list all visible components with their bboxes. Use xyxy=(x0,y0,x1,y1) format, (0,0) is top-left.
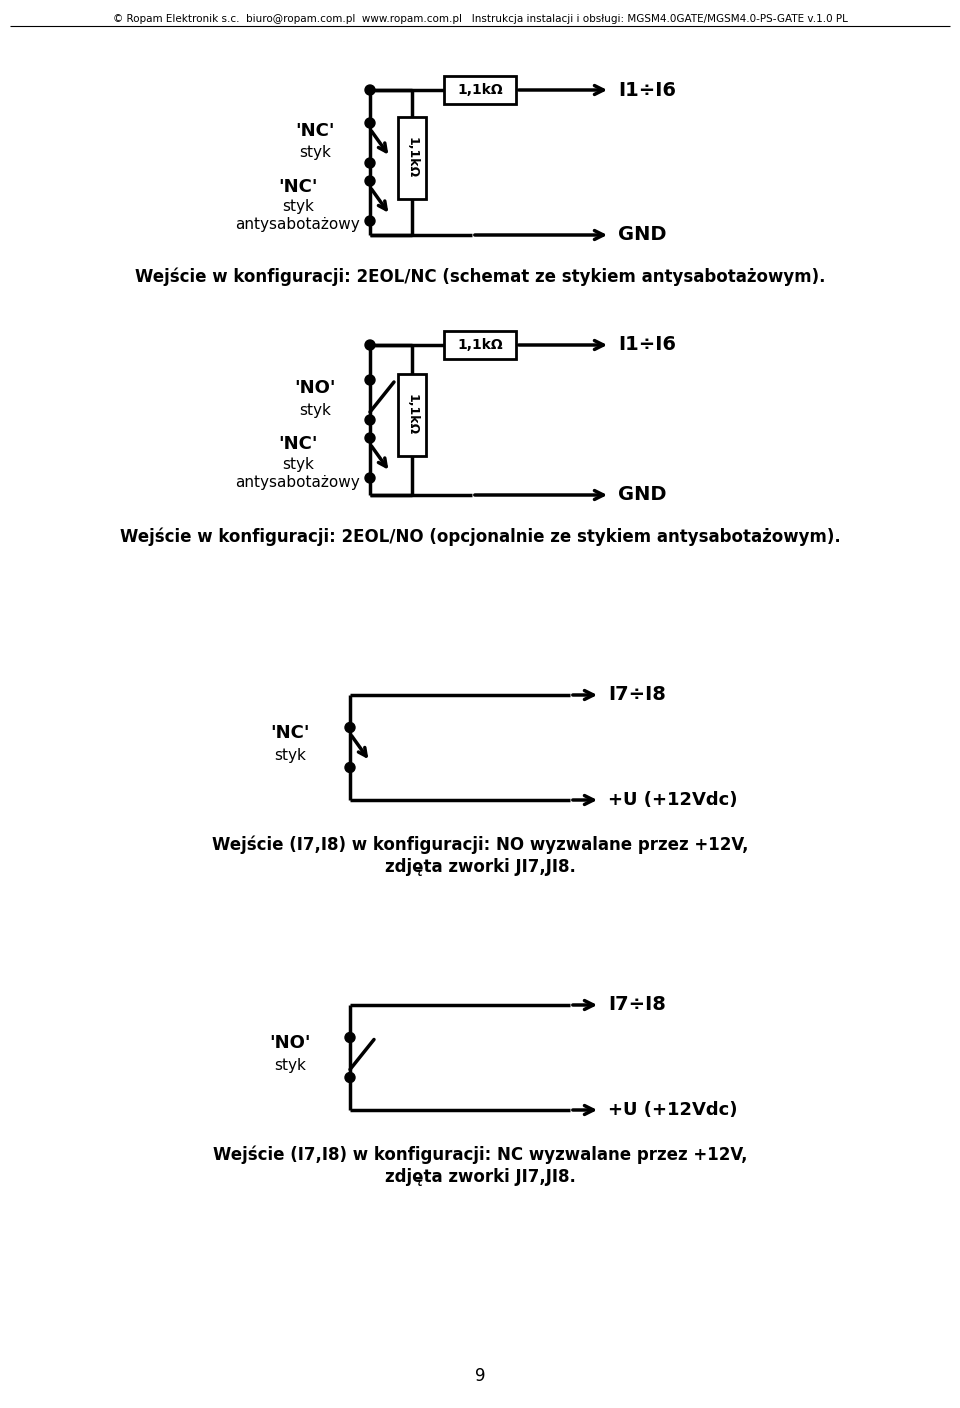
Text: © Ropam Elektronik s.c.  biuro@ropam.com.pl  www.ropam.com.pl   Instrukcja insta: © Ropam Elektronik s.c. biuro@ropam.com.… xyxy=(112,14,848,24)
Circle shape xyxy=(365,375,375,384)
Circle shape xyxy=(365,339,375,351)
Text: styk: styk xyxy=(282,456,314,472)
Circle shape xyxy=(365,176,375,186)
Text: 1,1kΩ: 1,1kΩ xyxy=(457,83,503,97)
Text: I1÷I6: I1÷I6 xyxy=(618,80,676,100)
Circle shape xyxy=(345,763,355,773)
Circle shape xyxy=(365,215,375,227)
Text: Wejście (I7,I8) w konfiguracji: NC wyzwalane przez +12V,: Wejście (I7,I8) w konfiguracji: NC wyzwa… xyxy=(213,1146,747,1164)
Text: GND: GND xyxy=(618,225,666,245)
Text: 1,1kΩ: 1,1kΩ xyxy=(405,137,419,177)
Text: 'NC': 'NC' xyxy=(278,435,318,453)
Text: I1÷I6: I1÷I6 xyxy=(618,335,676,355)
Text: 1,1kΩ: 1,1kΩ xyxy=(457,338,503,352)
Text: I7÷I8: I7÷I8 xyxy=(608,686,666,704)
Text: 'NC': 'NC' xyxy=(296,122,335,139)
Text: 'NC': 'NC' xyxy=(278,177,318,196)
Text: +U (+12Vdc): +U (+12Vdc) xyxy=(608,791,737,810)
Circle shape xyxy=(365,415,375,425)
Text: Wejście w konfiguracji: 2EOL/NC (schemat ze stykiem antysabotażowym).: Wejście w konfiguracji: 2EOL/NC (schemat… xyxy=(134,268,826,286)
Text: styk: styk xyxy=(282,200,314,214)
Text: 1,1kΩ: 1,1kΩ xyxy=(405,394,419,435)
Text: 'NO': 'NO' xyxy=(269,1035,311,1053)
Text: I7÷I8: I7÷I8 xyxy=(608,995,666,1015)
Circle shape xyxy=(365,84,375,94)
FancyBboxPatch shape xyxy=(444,76,516,104)
Text: 'NO': 'NO' xyxy=(295,379,336,397)
Text: antysabotażowy: antysabotażowy xyxy=(235,217,360,232)
Circle shape xyxy=(365,473,375,483)
Circle shape xyxy=(365,118,375,128)
Text: zdjęta zworki JI7,JI8.: zdjęta zworki JI7,JI8. xyxy=(385,1169,575,1186)
FancyBboxPatch shape xyxy=(444,331,516,359)
Text: Wejście (I7,I8) w konfiguracji: NO wyzwalane przez +12V,: Wejście (I7,I8) w konfiguracji: NO wyzwa… xyxy=(212,836,748,855)
Text: styk: styk xyxy=(300,403,331,418)
Circle shape xyxy=(365,158,375,168)
Circle shape xyxy=(345,722,355,732)
Circle shape xyxy=(345,1032,355,1042)
Text: 'NC': 'NC' xyxy=(271,725,310,742)
Circle shape xyxy=(345,1073,355,1083)
FancyBboxPatch shape xyxy=(398,375,426,456)
Text: styk: styk xyxy=(274,748,306,763)
Text: zdjęta zworki JI7,JI8.: zdjęta zworki JI7,JI8. xyxy=(385,857,575,876)
Text: GND: GND xyxy=(618,486,666,504)
Text: antysabotażowy: antysabotażowy xyxy=(235,474,360,490)
Circle shape xyxy=(365,434,375,444)
Text: 9: 9 xyxy=(475,1367,485,1385)
Text: styk: styk xyxy=(300,145,331,161)
Text: +U (+12Vdc): +U (+12Vdc) xyxy=(608,1101,737,1119)
Text: styk: styk xyxy=(274,1057,306,1073)
FancyBboxPatch shape xyxy=(398,117,426,199)
Text: Wejście w konfiguracji: 2EOL/NO (opcjonalnie ze stykiem antysabotażowym).: Wejście w konfiguracji: 2EOL/NO (opcjona… xyxy=(120,528,840,546)
